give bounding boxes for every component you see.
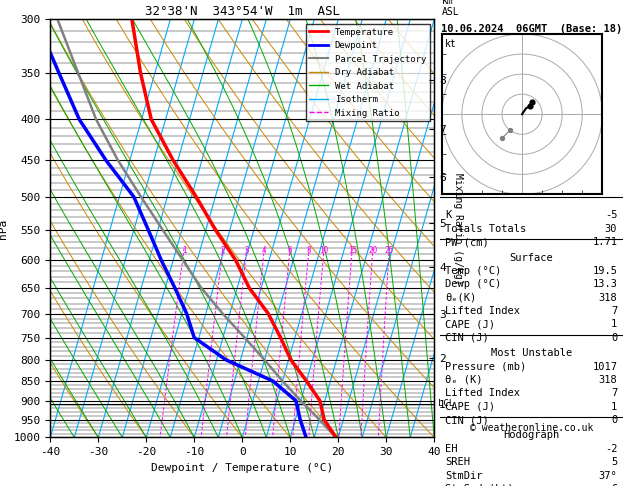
Text: StmDir: StmDir (445, 470, 483, 481)
Y-axis label: Mixing Ratio (g/kg): Mixing Ratio (g/kg) (452, 173, 462, 284)
Text: 10: 10 (320, 246, 329, 255)
Text: 5: 5 (611, 457, 617, 467)
Text: StmSpd (kt): StmSpd (kt) (445, 484, 514, 486)
Text: CIN (J): CIN (J) (445, 415, 489, 425)
Text: LCL: LCL (438, 399, 454, 408)
Text: 6: 6 (611, 484, 617, 486)
Text: SREH: SREH (445, 457, 470, 467)
Text: 0: 0 (611, 333, 617, 343)
Text: -2: -2 (604, 444, 617, 454)
Text: Temp (°C): Temp (°C) (445, 266, 502, 276)
Text: 30: 30 (604, 224, 617, 234)
Text: 3: 3 (245, 246, 249, 255)
Text: Hodograph: Hodograph (503, 431, 559, 440)
Text: θₑ (K): θₑ (K) (445, 375, 483, 385)
Point (525, 103, 535, 110)
Text: PW (cm): PW (cm) (445, 237, 489, 247)
Text: CAPE (J): CAPE (J) (445, 402, 496, 412)
Point (505, 126, 515, 134)
Text: Totals Totals: Totals Totals (445, 224, 526, 234)
Text: 37°: 37° (598, 470, 617, 481)
Text: CAPE (J): CAPE (J) (445, 319, 496, 330)
Legend: Temperature, Dewpoint, Parcel Trajectory, Dry Adiabat, Wet Adiabat, Isotherm, Mi: Temperature, Dewpoint, Parcel Trajectory… (306, 24, 430, 122)
Text: -5: -5 (604, 210, 617, 221)
Text: 25: 25 (385, 246, 394, 255)
Text: K: K (445, 210, 452, 221)
Text: 20: 20 (369, 246, 377, 255)
Text: 0: 0 (611, 415, 617, 425)
Text: Lifted Index: Lifted Index (445, 306, 520, 316)
Text: 318: 318 (598, 293, 617, 303)
Text: 1017: 1017 (593, 362, 617, 372)
Text: kt: kt (445, 39, 457, 49)
Text: 4: 4 (262, 246, 267, 255)
Point (497, 135, 507, 142)
Text: 6: 6 (288, 246, 292, 255)
Text: 7: 7 (611, 306, 617, 316)
Text: 10.06.2024  06GMT  (Base: 18): 10.06.2024 06GMT (Base: 18) (441, 24, 622, 34)
Title: 32°38'N  343°54'W  1m  ASL: 32°38'N 343°54'W 1m ASL (145, 5, 340, 18)
Text: 8: 8 (307, 246, 311, 255)
Text: 1.71: 1.71 (593, 237, 617, 247)
Text: Most Unstable: Most Unstable (491, 348, 572, 358)
Text: CIN (J): CIN (J) (445, 333, 489, 343)
Text: © weatheronline.co.uk: © weatheronline.co.uk (470, 423, 593, 433)
Text: θₑ(K): θₑ(K) (445, 293, 477, 303)
Text: Surface: Surface (509, 253, 553, 262)
Point (527, 98, 537, 106)
Text: 15: 15 (348, 246, 357, 255)
Text: Lifted Index: Lifted Index (445, 388, 520, 399)
Text: 1: 1 (611, 319, 617, 330)
X-axis label: Dewpoint / Temperature (°C): Dewpoint / Temperature (°C) (151, 463, 333, 473)
Text: Pressure (mb): Pressure (mb) (445, 362, 526, 372)
Text: km
ASL: km ASL (442, 0, 460, 17)
Text: EH: EH (445, 444, 458, 454)
Text: 13.3: 13.3 (593, 279, 617, 289)
Text: 1: 1 (182, 246, 186, 255)
Y-axis label: hPa: hPa (0, 218, 8, 239)
Text: 19.5: 19.5 (593, 266, 617, 276)
Text: 318: 318 (598, 375, 617, 385)
Text: Dewp (°C): Dewp (°C) (445, 279, 502, 289)
Text: 7: 7 (611, 388, 617, 399)
Text: 2: 2 (221, 246, 225, 255)
Text: 1: 1 (611, 402, 617, 412)
